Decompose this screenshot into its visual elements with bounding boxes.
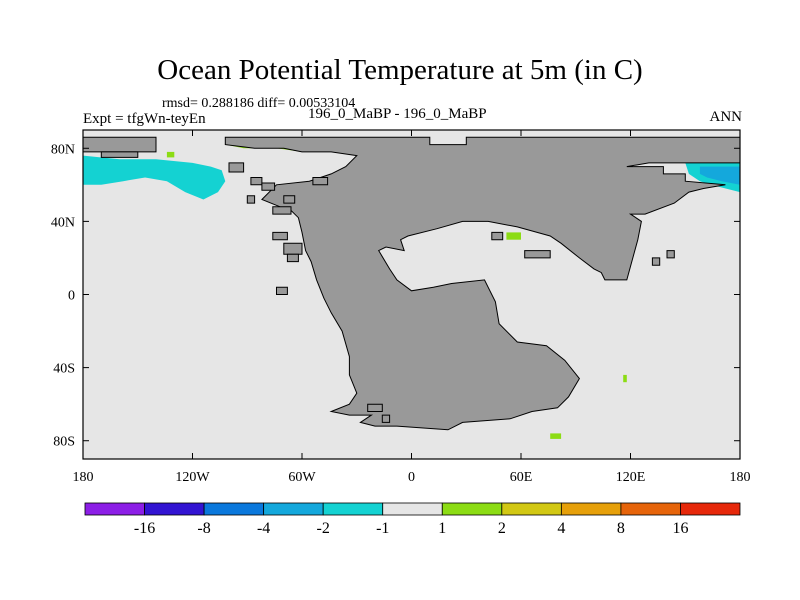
colorbar-swatch — [680, 502, 741, 516]
land-region — [651, 257, 661, 266]
land-region — [246, 195, 256, 204]
colorbar-label: 1 — [438, 520, 446, 537]
colorbar-label: 4 — [557, 520, 565, 537]
anomaly-region — [68, 156, 83, 185]
colorbar-label: -4 — [257, 520, 270, 537]
land-region — [312, 177, 329, 186]
x-tick-label: 180 — [73, 470, 94, 485]
land-region — [261, 182, 276, 191]
land-region — [283, 195, 296, 204]
anomaly-region — [83, 155, 226, 200]
y-tick-label: 80N — [51, 142, 75, 157]
colorbar-label: 2 — [498, 520, 506, 537]
colorbar-swatch — [263, 502, 324, 516]
land-region — [367, 403, 383, 412]
x-tick-label: 60W — [288, 470, 316, 485]
colorbar-swatch — [203, 502, 265, 516]
anomaly-region — [506, 232, 521, 240]
land-region — [272, 206, 292, 215]
x-tick-label: 60E — [510, 470, 533, 485]
x-tick-label: 120W — [175, 470, 210, 485]
colorbar-label: -1 — [376, 520, 389, 537]
colorbar: -16 -8 -4 -2 -1 1 2 4 8 16 — [84, 502, 741, 537]
y-tick-label: 0 — [68, 289, 75, 304]
colorbar-label: -2 — [317, 520, 330, 537]
comparison-label: 196_0_MaBP - 196_0_MaBP — [308, 106, 487, 122]
colorbar-label: 16 — [672, 520, 688, 537]
land-region — [250, 177, 263, 186]
colorbar-swatch — [322, 502, 384, 516]
colorbar-label: -16 — [134, 520, 155, 537]
land-region — [286, 253, 299, 263]
x-tick-label: 120E — [616, 470, 646, 485]
land-region — [272, 231, 288, 241]
anomaly-region — [550, 433, 562, 439]
land-region — [228, 162, 245, 173]
colorbar-swatch — [144, 502, 205, 516]
stats-text: rmsd= 0.288186 diff= 0.00533104 — [162, 96, 356, 111]
x-tick-label: 0 — [408, 470, 415, 485]
colorbar-swatch — [501, 502, 562, 516]
land-region — [491, 231, 504, 241]
y-tick-label: 80S — [53, 435, 75, 450]
chart-title: Ocean Potential Temperature at 5m (in C) — [157, 54, 643, 86]
land-region — [283, 242, 303, 255]
land-region — [666, 250, 675, 259]
anomaly-region — [166, 151, 175, 158]
land-region — [381, 414, 391, 423]
anomaly-region — [699, 166, 740, 185]
season-label: ANN — [709, 109, 743, 125]
land-region — [100, 151, 139, 158]
land-region — [524, 250, 551, 259]
colorbar-swatch — [441, 502, 503, 516]
land-region — [276, 286, 288, 295]
colorbar-swatch — [620, 502, 681, 516]
colorbar-swatch — [560, 502, 622, 516]
y-tick-label: 40N — [51, 215, 75, 230]
map-regions — [68, 136, 740, 439]
axis-ticks: 180 120W 60W 0 60E 120E 180 80N 40N 0 40S 80S — [51, 130, 751, 485]
land-region — [83, 136, 157, 153]
colorbar-label: 8 — [617, 520, 625, 537]
colorbar-swatch — [84, 502, 145, 516]
colorbar-swatch — [382, 502, 443, 516]
x-tick-label: 180 — [730, 470, 751, 485]
colorbar-label: -8 — [197, 520, 210, 537]
y-tick-label: 40S — [53, 362, 75, 377]
anomaly-region — [623, 374, 627, 383]
experiment-label: Expt = tfgWn-teyEn — [83, 111, 206, 127]
land-region — [224, 136, 740, 431]
